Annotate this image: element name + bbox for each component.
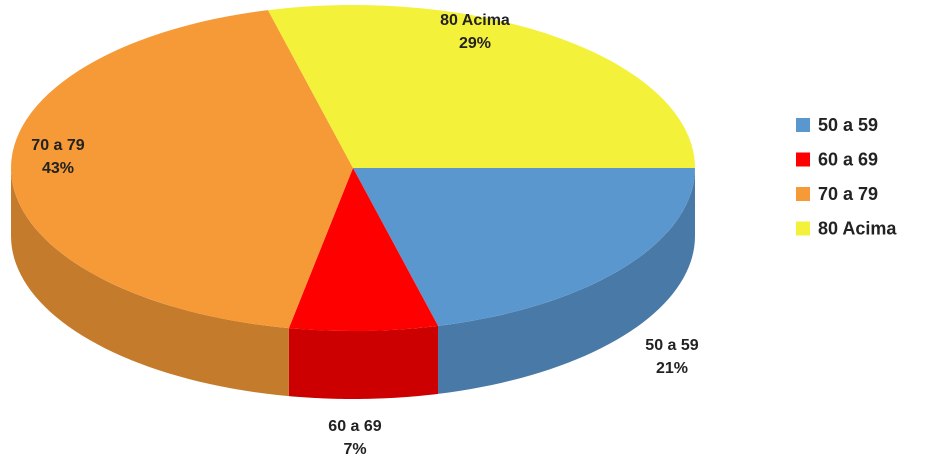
legend-label: 70 a 79 — [818, 184, 878, 204]
data-label-value: 43% — [42, 160, 74, 177]
slice — [11, 10, 354, 329]
legend-swatch — [796, 118, 810, 132]
slice — [288, 168, 439, 332]
data-label-value: 29% — [459, 35, 491, 52]
slice-side — [11, 168, 289, 397]
data-label-value: 21% — [656, 360, 688, 377]
slice-side — [288, 325, 439, 399]
slice — [267, 4, 695, 168]
legend-label: 50 a 59 — [818, 115, 878, 135]
data-label-value: 7% — [343, 441, 366, 458]
legend-label: 80 Acima — [818, 218, 897, 238]
data-label-name: 80 Acima — [440, 12, 510, 29]
data-label-name: 60 a 69 — [328, 418, 381, 435]
slice — [353, 168, 695, 326]
legend-swatch — [796, 152, 810, 167]
legend-swatch — [796, 187, 810, 201]
data-label-name: 50 a 59 — [645, 337, 698, 354]
slice-side — [438, 168, 695, 394]
data-label-name: 70 a 79 — [31, 137, 84, 154]
legend-swatch — [796, 221, 810, 236]
legend-label: 60 a 69 — [818, 149, 878, 169]
